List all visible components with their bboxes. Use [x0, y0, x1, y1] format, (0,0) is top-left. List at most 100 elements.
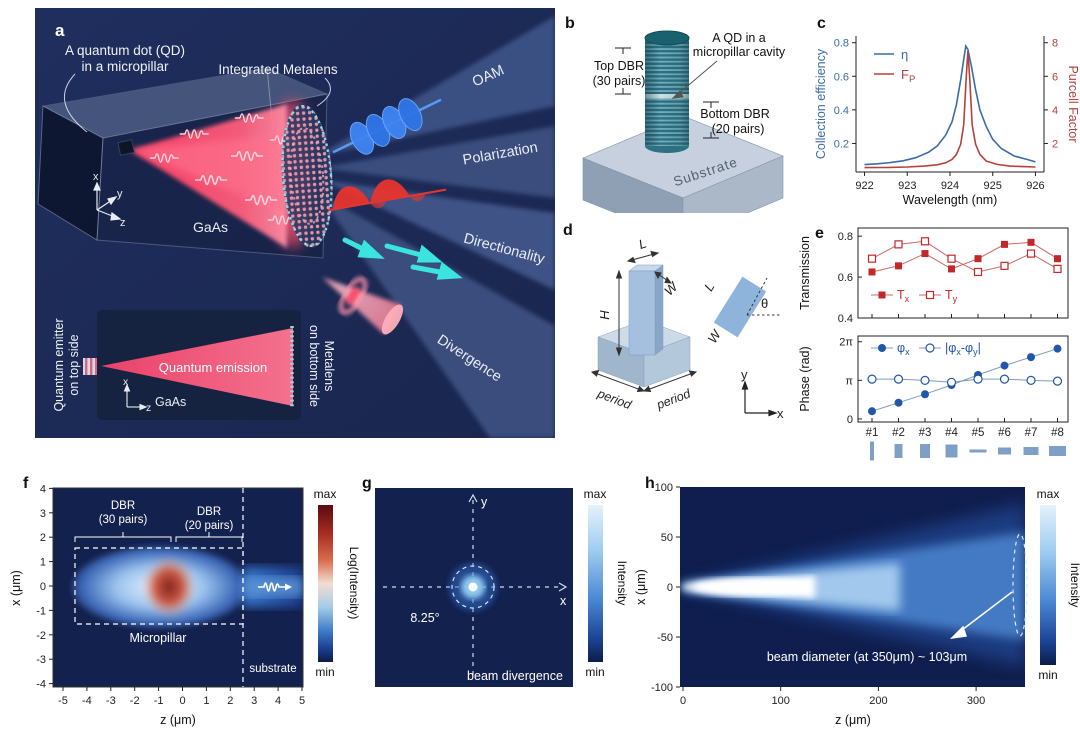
svg-text:z: z [146, 402, 151, 414]
e-transmission-legend: Tx Ty [871, 288, 958, 304]
tick-label: 100 [772, 695, 790, 707]
xy-axes: y x [741, 367, 784, 421]
tick-label: -50 [657, 632, 673, 644]
tick-label: 8 [1052, 38, 1058, 50]
svg-text:x: x [777, 406, 784, 421]
cross-section-inset: Quantum emission GaAs x z Quantum emitte… [52, 310, 336, 420]
quantum-dot [117, 139, 135, 156]
tick-label: -100 [651, 682, 673, 694]
f-colorbar-label: Log(Intensity) [347, 547, 361, 620]
tick-label: -3 [106, 695, 116, 707]
panel-f: f DBR (30 pairs) DBR (20 pairs) Micropil… [10, 475, 361, 727]
metalens [281, 104, 333, 248]
series-line [871, 240, 1058, 273]
dim-h-label: H [597, 310, 612, 320]
pillar-shape-glyph [998, 447, 1011, 455]
rot-w-label: W [705, 326, 725, 346]
f-micropillar-outline [74, 547, 244, 625]
g-divergence-circle [451, 565, 495, 609]
series-line [864, 43, 1036, 166]
panel-a: a A quantum dot (QD) in a micropillar In… [35, 8, 555, 438]
tick-label: -2 [130, 695, 140, 707]
tick-label: #1 [866, 427, 879, 439]
f-heatmap-content [72, 546, 303, 628]
inset-gaas-label: GaAs [155, 395, 186, 409]
tick-label: 300 [967, 695, 985, 707]
panel-d-label: d [563, 222, 573, 239]
tick-label: 0 [680, 695, 686, 707]
directionality-arrows-icon [342, 237, 463, 280]
data-point [921, 250, 929, 258]
c-plot-dynamic: 922 923 924 925 926 0.2 0.4 0.6 0.8 2 4 6 8 [834, 38, 1058, 192]
f-ticks-dynamic: -5 -4 -3 -2 -1 0 1 2 3 4 5 4 3 2 1 0 -1 -2 -3 -4 [36, 483, 305, 707]
svg-text:Quantum emitter: Quantum emitter [52, 318, 66, 411]
g-colorbar-min: min [585, 665, 604, 679]
e-phase-frame [857, 335, 1069, 423]
tick-label: 50 [661, 532, 673, 544]
gaas-box [37, 67, 333, 259]
f-colorbar [318, 505, 333, 662]
tick-label: 0 [40, 581, 46, 593]
substrate-block [582, 115, 784, 213]
h-colorbar-max: max [1037, 487, 1060, 501]
tick-label: 4 [275, 695, 281, 707]
tick-label: 0.4 [834, 105, 849, 117]
theta-label: θ [761, 296, 768, 311]
tick-label: 0 [847, 414, 853, 426]
tick-label: 923 [898, 180, 916, 192]
c-ylabel-left: Collection efficiency [814, 48, 828, 159]
bottom-dbr-label-1: Bottom DBR [700, 107, 769, 121]
svg-text:x: x [123, 376, 129, 388]
f-substrate-label: substrate [249, 663, 296, 675]
panel-g: g y x 8.25° beam divergence max min Inte… [362, 475, 629, 687]
e-transmission-dynamic: 0.4 0.6 0.8 [838, 231, 1062, 325]
tick-label: 922 [855, 180, 873, 192]
qd-caption-line1: A quantum dot (QD) [65, 43, 185, 58]
tick-label: 0.6 [834, 71, 849, 83]
c-legend: η FP [874, 47, 915, 85]
qd-cavity-label-2: micropillar cavity [693, 45, 786, 59]
data-point [920, 237, 930, 246]
g-beam-spot [449, 563, 497, 611]
data-point [1000, 361, 1009, 370]
f-xlabel: z (μm) [160, 713, 196, 727]
c-xlabel: Wavelength (nm) [903, 193, 998, 207]
data-point [1052, 376, 1063, 386]
dim-w-label: W [661, 278, 682, 299]
c-ylabel-right: Purcell Factor [1066, 65, 1080, 142]
panel-f-label: f [23, 475, 29, 492]
f-dbr20-label-1: DBR [197, 506, 221, 518]
tick-label: 0 [179, 695, 185, 707]
svg-text:y: y [741, 367, 748, 382]
data-point [948, 265, 955, 273]
f-colorbar-min: min [315, 665, 334, 679]
tick-label: #4 [945, 427, 958, 439]
pillar-shape-glyph [920, 444, 930, 458]
data-point [1027, 238, 1035, 246]
qd-pointer-arc [64, 73, 88, 133]
f-dbr20-label-2: (20 pairs) [185, 520, 234, 532]
tick-label: 925 [984, 180, 1002, 192]
divergence-beam-icon [322, 276, 404, 335]
tick-label: 5 [299, 695, 305, 707]
panel-b-label: b [565, 15, 575, 32]
svg-text:Metalens: Metalens [322, 341, 336, 392]
data-point [947, 254, 956, 263]
g-colorbar-max: max [584, 487, 607, 501]
tick-label: #6 [998, 427, 1011, 439]
panel-d: d H L W period period θ L W [563, 222, 784, 421]
top-dbr-label-2: (30 pairs) [593, 74, 646, 88]
e-phase-legend: φx |φx-φy| [871, 341, 981, 357]
data-point [921, 390, 929, 399]
h-colorbar [1040, 505, 1056, 665]
tick-label: -4 [36, 679, 46, 691]
tick-label: 0 [667, 582, 673, 594]
pillar-shape-glyph [1023, 447, 1039, 455]
g-colorbar-label: Intensity [615, 561, 629, 606]
top-dbr-label-1: Top DBR [594, 59, 644, 73]
svg-text:on bottom side: on bottom side [307, 325, 321, 407]
bracket-marks [615, 47, 719, 139]
micropillar-cylinder [644, 30, 690, 153]
svg-text:|φx-φy|: |φx-φy| [945, 341, 981, 357]
pillar-shape-glyph [870, 441, 874, 461]
